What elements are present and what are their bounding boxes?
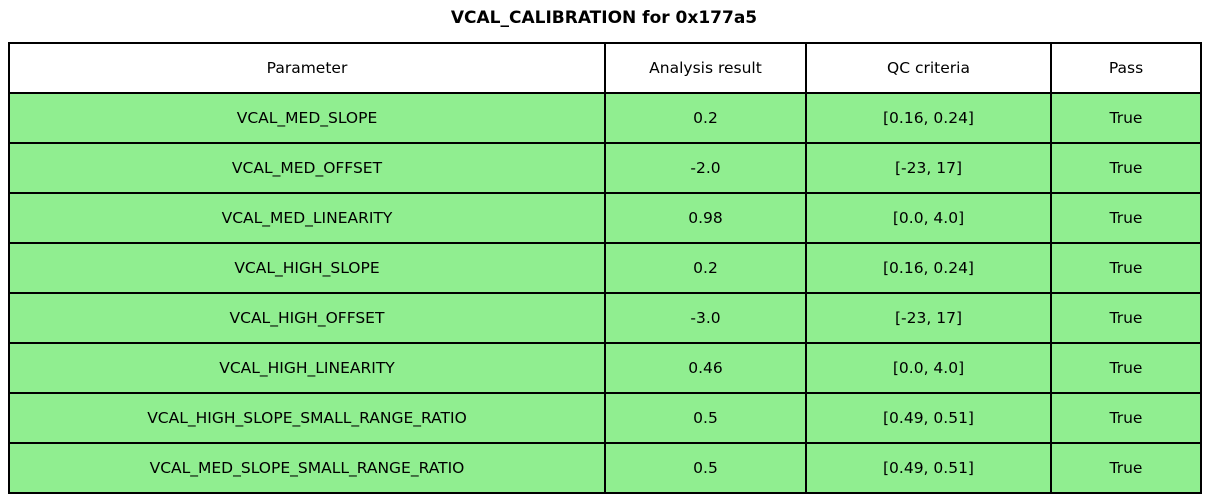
table-row: VCAL_HIGH_SLOPE 0.2 [0.16, 0.24] True — [8, 242, 1202, 294]
parameter-cell: VCAL_HIGH_SLOPE — [8, 242, 606, 294]
parameter-cell: VCAL_MED_OFFSET — [8, 142, 606, 194]
parameter-cell: VCAL_MED_LINEARITY — [8, 192, 606, 244]
analysis-result-cell: 0.46 — [604, 342, 807, 394]
qc-criteria-cell: [0.49, 0.51] — [805, 392, 1052, 444]
pass-cell: True — [1050, 442, 1202, 494]
pass-cell: True — [1050, 192, 1202, 244]
table-row: VCAL_HIGH_OFFSET -3.0 [-23, 17] True — [8, 292, 1202, 344]
column-header-analysis-result: Analysis result — [604, 42, 807, 94]
qc-criteria-cell: [0.16, 0.24] — [805, 92, 1052, 144]
column-header-parameter: Parameter — [8, 42, 606, 94]
parameter-cell: VCAL_MED_SLOPE — [8, 92, 606, 144]
table-row: VCAL_HIGH_SLOPE_SMALL_RANGE_RATIO 0.5 [0.4… — [8, 392, 1202, 444]
table-row: VCAL_HIGH_LINEARITY 0.46 [0.0, 4.0] True — [8, 342, 1202, 394]
analysis-result-cell: 0.2 — [604, 242, 807, 294]
qc-criteria-cell: [-23, 17] — [805, 292, 1052, 344]
qc-criteria-cell: [-23, 17] — [805, 142, 1052, 194]
pass-cell: True — [1050, 242, 1202, 294]
table-header-row: Parameter Analysis result QC criteria Pa… — [8, 42, 1202, 94]
parameter-cell: VCAL_MED_SLOPE_SMALL_RANGE_RATIO — [8, 442, 606, 494]
qc-results-table: Parameter Analysis result QC criteria Pa… — [8, 42, 1202, 494]
analysis-result-cell: 0.5 — [604, 392, 807, 444]
page-title: VCAL_CALIBRATION for 0x177a5 — [450, 8, 758, 28]
analysis-result-cell: -2.0 — [604, 142, 807, 194]
analysis-result-cell: 0.98 — [604, 192, 807, 244]
analysis-result-cell: -3.0 — [604, 292, 807, 344]
pass-cell: True — [1050, 292, 1202, 344]
analysis-result-cell: 0.5 — [604, 442, 807, 494]
table-row: VCAL_MED_SLOPE_SMALL_RANGE_RATIO 0.5 [0.49… — [8, 442, 1202, 494]
pass-cell: True — [1050, 92, 1202, 144]
analysis-result-cell: 0.2 — [604, 92, 807, 144]
table-row: VCAL_MED_OFFSET -2.0 [-23, 17] True — [8, 142, 1202, 194]
qc-criteria-cell: [0.16, 0.24] — [805, 242, 1052, 294]
pass-cell: True — [1050, 342, 1202, 394]
column-header-pass: Pass — [1050, 42, 1202, 94]
table-row: VCAL_MED_SLOPE 0.2 [0.16, 0.24] True — [8, 92, 1202, 144]
qc-criteria-cell: [0.49, 0.51] — [805, 442, 1052, 494]
parameter-cell: VCAL_HIGH_OFFSET — [8, 292, 606, 344]
pass-cell: True — [1050, 392, 1202, 444]
table-row: VCAL_MED_LINEARITY 0.98 [0.0, 4.0] True — [8, 192, 1202, 244]
pass-cell: True — [1050, 142, 1202, 194]
parameter-cell: VCAL_HIGH_SLOPE_SMALL_RANGE_RATIO — [8, 392, 606, 444]
qc-criteria-cell: [0.0, 4.0] — [805, 342, 1052, 394]
parameter-cell: VCAL_HIGH_LINEARITY — [8, 342, 606, 394]
qc-criteria-cell: [0.0, 4.0] — [805, 192, 1052, 244]
column-header-qc-criteria: QC criteria — [805, 42, 1052, 94]
